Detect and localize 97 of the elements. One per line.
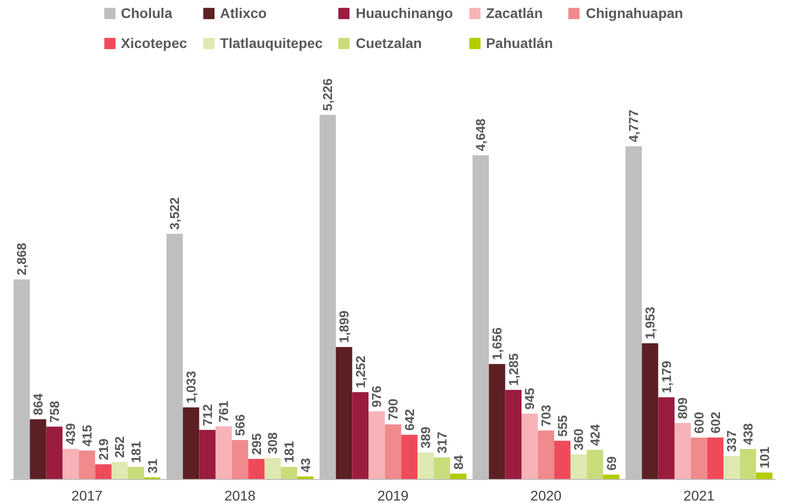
bar [182,407,200,480]
bar [46,426,63,480]
data-label: 308 [265,432,280,454]
data-label: 1,953 [642,306,658,340]
bar [111,462,128,480]
data-label: 809 [675,397,690,420]
data-label: 761 [216,400,232,422]
x-tick-label: 2018 [224,488,256,503]
legend-label: Tlatlauquitepec [220,35,323,51]
data-label: 1,179 [658,360,674,394]
data-label: 181 [281,441,296,463]
bar [95,464,112,480]
data-label: 1,285 [506,353,521,386]
bar [264,458,281,480]
data-label: 566 [232,414,248,436]
legend-label: Cholula [120,5,172,21]
data-label: 703 [538,404,554,426]
data-label: 945 [522,388,538,410]
bar [707,438,724,480]
data-label: 31 [144,458,160,474]
bar [723,456,740,480]
bar [434,457,450,480]
data-label: 181 [128,441,144,463]
data-label: 337 [724,430,740,452]
legend-label: Zacatlán [486,5,543,21]
bar [690,438,708,480]
data-label: 864 [30,392,46,416]
data-label: 69 [604,456,619,471]
bar [78,450,96,480]
bar [674,423,691,480]
data-label: 1,899 [336,310,352,344]
data-label: 295 [248,433,264,455]
bar [642,343,658,480]
data-label: 252 [112,436,128,458]
x-tick-label: 2021 [683,488,715,503]
data-label: 4,777 [626,110,642,142]
bar [232,440,248,480]
bar [586,450,604,480]
data-label: 219 [96,438,111,460]
data-label: 389 [418,426,434,448]
bar [384,424,402,480]
data-label: 758 [46,400,62,423]
bar [401,434,418,480]
bar [756,472,772,480]
data-label: 101 [756,446,772,468]
data-label: 2,868 [14,242,30,276]
bar [352,392,369,480]
legend-label: Chignahuapan [586,5,684,21]
bar [488,364,506,480]
bar [417,452,434,480]
bar [62,448,79,480]
legend-label: Pahuatlán [486,35,553,51]
data-label: 600 [692,412,706,434]
legend-label: Cuetzalan [356,35,422,51]
x-tick-label: 2020 [530,488,562,503]
data-label: 438 [740,423,756,445]
bar [199,430,216,480]
data-label: 602 [708,412,723,434]
bar [505,390,522,480]
legend-label: Huauchinango [356,5,453,21]
legend-label: Xicotepec [120,35,188,51]
data-label: 84 [450,454,466,470]
data-label: 555 [554,415,570,437]
bar [368,411,385,480]
bar [603,474,620,480]
data-label: 5,226 [320,78,336,111]
data-label: 1,252 [352,356,368,388]
bar [570,454,587,480]
legend-label: Atlixco [220,5,267,21]
data-label: 4,648 [473,118,488,152]
data-label: 360 [571,428,586,450]
bar [216,426,232,480]
data-label: 642 [402,409,417,431]
bar [336,347,352,480]
bar [554,440,570,480]
data-label: 976 [369,386,384,408]
bar [450,474,466,480]
data-label: 790 [386,398,400,420]
data-label: 439 [63,423,78,445]
bar [538,430,554,480]
bar [658,397,675,480]
bar [740,448,756,480]
data-label: 415 [80,424,94,447]
data-label: 1,656 [490,327,505,360]
bar [248,458,264,480]
bar [280,466,298,480]
x-tick-label: 2017 [71,488,103,503]
bar [128,466,144,480]
data-label: 1,033 [184,370,199,404]
data-label: 424 [587,423,602,446]
bar [522,414,538,480]
x-tick-label: 2019 [377,488,409,503]
data-label: 3,522 [167,197,182,230]
bar [30,419,46,480]
data-label: 712 [200,404,215,426]
data-label: 43 [298,458,313,472]
data-label: 317 [434,432,450,454]
